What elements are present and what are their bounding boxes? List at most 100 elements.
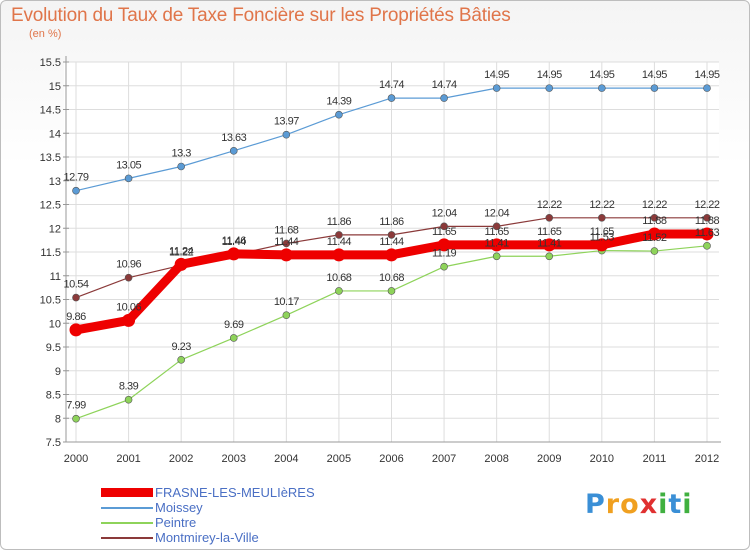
data-point-moissey: [650, 84, 659, 92]
y-tick-label: 15.5: [40, 57, 61, 69]
data-point-montmirey-la-ville: [440, 222, 448, 231]
y-tick-label: 8: [55, 413, 61, 425]
data-point-frasne-les-meuli-res: [437, 238, 451, 252]
logo-letter: i: [682, 489, 693, 520]
x-tick-label: 2005: [327, 453, 351, 465]
x-tick-label: 2010: [590, 453, 614, 465]
data-label-montmirey-la-ville: 11.86: [379, 216, 404, 228]
data-label-peintre: 11.19: [432, 248, 457, 260]
data-point-moissey: [387, 94, 396, 102]
y-tick-label: 12.5: [40, 200, 61, 212]
data-point-frasne-les-meuli-res: [332, 248, 346, 262]
data-point-frasne-les-meuli-res: [227, 247, 241, 261]
x-tick-label: 2004: [274, 453, 298, 465]
data-label-moissey: 13.97: [274, 116, 299, 128]
data-label-moissey: 14.95: [537, 69, 562, 81]
data-label-moissey: 13.05: [116, 159, 141, 171]
data-label-frasne-les-meuli-res: 11.65: [485, 226, 510, 238]
data-label-montmirey-la-ville: 11.68: [274, 224, 299, 236]
y-tick-label: 7.5: [46, 437, 61, 449]
data-point-montmirey-la-ville: [387, 231, 396, 239]
logo-letter: P: [585, 489, 606, 520]
x-tick-label: 2012: [695, 453, 719, 465]
data-label-frasne-les-meuli-res: 11.24: [169, 245, 194, 257]
data-label-peintre: 9.23: [171, 341, 191, 353]
data-label-montmirey-la-ville: 11.86: [327, 216, 352, 228]
y-tick-label: 8.5: [46, 390, 61, 402]
data-point-montmirey-la-ville: [650, 214, 659, 222]
data-point-frasne-les-meuli-res: [174, 257, 188, 271]
data-label-montmirey-la-ville: 11.22: [169, 246, 194, 258]
data-point-frasne-les-meuli-res: [122, 313, 136, 327]
data-point-moissey: [72, 186, 80, 195]
data-point-moissey: [177, 162, 185, 171]
data-point-frasne-les-meuli-res: [69, 323, 83, 337]
data-point-montmirey-la-ville: [703, 214, 711, 222]
x-tick-label: 2001: [116, 453, 140, 465]
data-label-frasne-les-meuli-res: 10.06: [116, 301, 141, 313]
proxiti-logo: Proxiti: [585, 489, 693, 520]
chart-title: Evolution du Taux de Taxe Foncière sur l…: [11, 5, 511, 26]
data-point-frasne-les-meuli-res: [542, 238, 556, 252]
data-label-peintre: 10.17: [274, 296, 299, 308]
data-point-peintre: [703, 242, 711, 250]
data-label-peintre: 11.53: [590, 232, 615, 244]
data-point-peintre: [177, 356, 185, 364]
data-point-montmirey-la-ville: [492, 222, 501, 231]
legend-swatch-montmirey: [101, 537, 153, 539]
data-point-peintre: [229, 334, 238, 342]
data-label-frasne-les-meuli-res: 11.44: [327, 236, 352, 248]
data-point-peintre: [335, 287, 343, 295]
data-point-peintre: [72, 414, 80, 423]
legend-label-peintre: Peintre: [155, 515, 197, 530]
data-point-moissey: [440, 94, 448, 102]
data-label-frasne-les-meuli-res: 11.44: [379, 236, 404, 248]
legend-label-frasne: FRASNE-LES-MEULIèRES: [155, 485, 315, 500]
data-point-moissey: [703, 84, 711, 92]
y-tick-label: 10.5: [40, 295, 61, 307]
data-label-peintre: 7.99: [66, 400, 86, 412]
x-tick-label: 2002: [169, 453, 193, 465]
y-tick-label: 9: [55, 366, 61, 378]
data-point-moissey: [492, 84, 501, 92]
data-point-montmirey-la-ville: [124, 273, 133, 282]
line-chart: 7.5 8 8.5 9 9.5 10 10.5 11 11.5 12 12.5 13 13.5 14 14.…: [40, 56, 721, 465]
data-point-montmirey-la-ville: [598, 214, 606, 222]
data-point-montmirey-la-ville: [335, 231, 343, 239]
data-label-montmirey-la-ville: 12.04: [484, 207, 509, 219]
logo-letter: t: [668, 489, 683, 520]
legend: FRASNE-LES-MEULIèRES Moissey Peintre Mon…: [101, 485, 361, 546]
data-label-montmirey-la-ville: 10.54: [63, 279, 88, 291]
data-label-moissey: 14.95: [589, 69, 614, 81]
legend-label-moissey: Moissey: [155, 500, 203, 515]
y-tick-label: 11: [50, 271, 61, 283]
data-label-peintre: 11.41: [537, 237, 562, 249]
data-point-peintre: [124, 395, 133, 404]
data-label-montmirey-la-ville: 12.22: [694, 199, 719, 211]
data-point-moissey: [124, 174, 133, 183]
data-label-peintre: 8.39: [119, 381, 139, 393]
x-tick-label: 2008: [484, 453, 508, 465]
data-label-frasne-les-meuli-res: 11.65: [590, 226, 615, 238]
legend-item-peintre: Peintre: [101, 515, 361, 531]
data-label-moissey: 12.79: [63, 172, 88, 184]
data-label-moissey: 14.74: [379, 79, 404, 91]
y-tick-label: 12: [49, 223, 61, 235]
data-label-frasne-les-meuli-res: 11.65: [432, 226, 457, 238]
data-point-montmirey-la-ville: [282, 239, 291, 248]
data-point-peintre: [440, 262, 448, 271]
data-point-peintre: [282, 311, 291, 319]
data-point-frasne-les-meuli-res: [595, 238, 609, 252]
data-point-montmirey-la-ville: [72, 293, 80, 302]
data-label-moissey: 14.74: [432, 79, 457, 91]
legend-swatch-moissey: [101, 507, 153, 509]
data-label-peintre: 11.52: [642, 232, 667, 244]
data-label-peintre: 10.68: [379, 272, 404, 284]
data-point-peintre: [387, 287, 396, 295]
data-label-montmirey-la-ville: 12.22: [589, 199, 614, 211]
data-label-montmirey-la-ville: 11.44: [222, 236, 247, 248]
data-label-frasne-les-meuli-res: 11.44: [274, 236, 299, 248]
y-tick-label: 9.5: [46, 342, 61, 354]
data-point-frasne-les-meuli-res: [279, 248, 293, 262]
